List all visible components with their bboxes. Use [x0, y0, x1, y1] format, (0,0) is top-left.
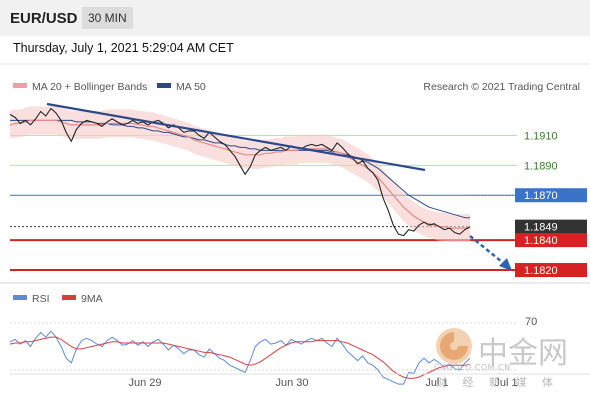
level-1-1840-tag-text: 1.1840 [524, 235, 558, 247]
level-1-1840-tag [515, 233, 587, 248]
credit-text: Research © 2021 Trading Central [423, 81, 580, 93]
price-line [9, 107, 471, 237]
level-1-1849-tag [515, 219, 587, 234]
header-bar: EUR/USD 30 MIN [0, 0, 590, 36]
rsi-ma-legend-label: 9MA [81, 293, 103, 305]
ma20-legend-swatch [13, 83, 27, 88]
watermark-tagline: 财 经 新 媒 体 [436, 376, 559, 389]
level-1-1890-label: 1.1890 [524, 160, 558, 172]
watermark-url: CNGOLD.COM.CN [434, 363, 511, 372]
downtrend-line [46, 102, 426, 172]
level-1-1820-tag-text: 1.1820 [524, 265, 558, 277]
ma50-legend-swatch [157, 83, 171, 88]
x-tick-jun29: Jun 29 [128, 377, 161, 389]
timestamp: Thursday, July 1, 2021 5:29:04 AM CET [13, 41, 234, 55]
rsi-lines [9, 330, 471, 385]
ma50-line [10, 119, 470, 219]
ma20-legend-label: MA 20 + Bollinger Bands [32, 81, 147, 93]
watermark-brand: 中金网 [478, 336, 568, 371]
level-1-1849-tag-text: 1.1849 [524, 222, 558, 234]
rsi-line [9, 330, 471, 385]
level-1-1870-tag-text: 1.1870 [524, 190, 558, 202]
projection-arrow-line [469, 235, 508, 267]
level-1-1870-tag [515, 188, 587, 203]
ma50-legend-label: MA 50 [176, 81, 206, 93]
rsi-ma-line [9, 336, 471, 379]
level-1-1910-label: 1.1910 [524, 130, 558, 142]
timeframe-button[interactable]: 30 MIN [82, 7, 133, 29]
x-tick-jul1: Jul 1 [425, 377, 448, 389]
x-tick-jul1-b: Jul 1 [494, 377, 517, 389]
symbol-title: EUR/USD [10, 10, 78, 27]
series-lines [9, 107, 471, 237]
rsi-ma-legend-swatch [62, 295, 76, 300]
rsi-axis-label-70: 70 [525, 316, 537, 328]
level-1-1820-tag [515, 263, 587, 278]
rsi-legend-label: RSI [32, 293, 50, 305]
x-tick-jun30: Jun 30 [275, 377, 308, 389]
projection-arrow-head [499, 258, 512, 271]
rsi-legend-swatch [13, 295, 27, 300]
ma20-line [9, 119, 470, 229]
watermark-logo-icon [436, 328, 472, 364]
